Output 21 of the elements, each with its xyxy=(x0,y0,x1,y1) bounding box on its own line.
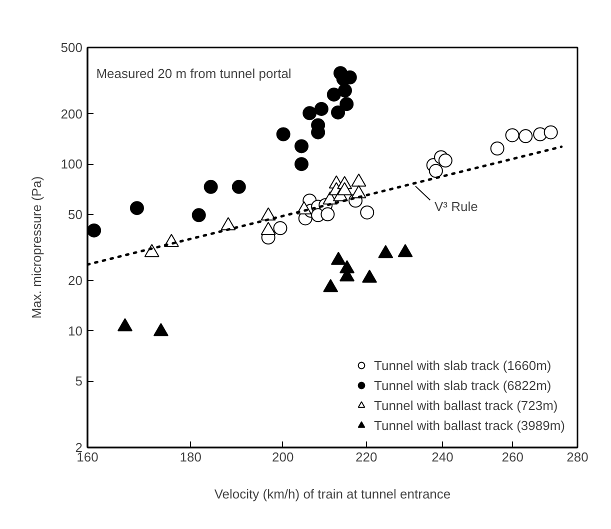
y-tick-label: 500 xyxy=(60,40,83,55)
x-axis-title: Velocity (km/h) of train at tunnel entrance xyxy=(214,486,451,502)
legend-label: Tunnel with ballast track (3989m) xyxy=(374,416,565,435)
x-tick-label: 240 xyxy=(432,450,454,464)
legend-label: Tunnel with ballast track (723m) xyxy=(374,396,558,415)
y-tick-label: 10 xyxy=(68,323,83,338)
y-tick-label: 20 xyxy=(68,273,83,288)
y-tick-label: 50 xyxy=(68,206,83,222)
y-tick-label: 100 xyxy=(60,156,83,172)
x-tick-label: 220 xyxy=(355,450,378,464)
x-tick-label: 260 xyxy=(502,450,524,464)
y-axis-title: Max. micropressure (Pa) xyxy=(28,176,44,319)
x-tick-label: 280 xyxy=(566,450,588,464)
y-tick-label: 5 xyxy=(75,374,83,389)
x-tick-label: 200 xyxy=(272,450,294,464)
legend-label: Tunnel with slab track (6822m) xyxy=(374,376,552,395)
legend-label: Tunnel with slab track (1660m) xyxy=(374,356,552,375)
y-tick-label: 200 xyxy=(60,106,83,122)
annotation: V³ Rule xyxy=(434,199,478,214)
x-tick-label: 180 xyxy=(180,450,202,464)
annotation: Measured 20 m from tunnel portal xyxy=(96,66,292,81)
